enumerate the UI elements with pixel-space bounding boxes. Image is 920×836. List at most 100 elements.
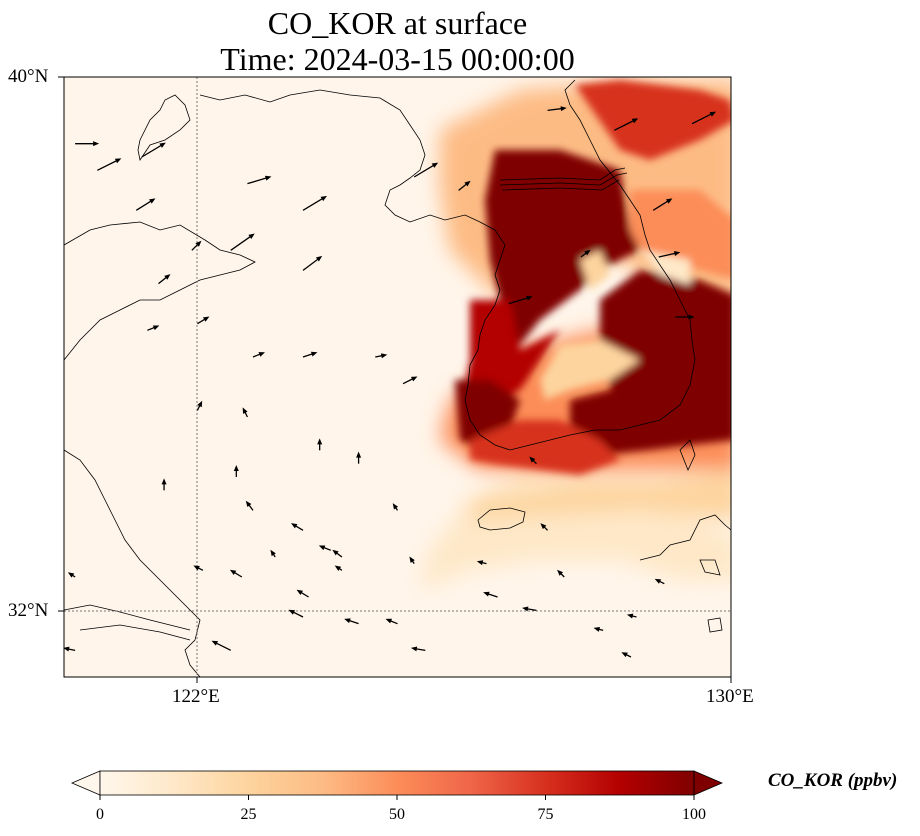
colorbar-body	[100, 771, 694, 795]
colorbar-label: CO_KOR (ppbv)	[768, 770, 898, 791]
wind-vector-head	[296, 589, 303, 596]
wind-vector-head	[270, 549, 276, 557]
colorbar-tick-25: 25	[240, 806, 257, 823]
wind-vector-head	[431, 162, 439, 168]
wind-vector-head	[654, 578, 662, 584]
wind-vector-head	[149, 198, 156, 204]
wind-vector-head	[245, 500, 252, 508]
wind-vector-shaft	[508, 296, 530, 305]
wind-vectors	[64, 106, 717, 658]
coastlines	[64, 79, 731, 677]
wind-vector-head	[584, 249, 591, 256]
map-subtitle: Time: 2024-03-15 00:00:00	[220, 41, 575, 77]
wind-vector-head	[242, 407, 248, 414]
y-tick-label-32n: 32°N	[8, 600, 49, 621]
wind-vector-head	[152, 325, 160, 331]
wind-vector-head	[709, 111, 717, 117]
wind-vector-head	[392, 503, 399, 510]
wind-vector-head	[410, 376, 418, 382]
wind-vector-shaft	[214, 641, 232, 651]
wind-vector-head	[688, 314, 695, 320]
wind-vector-shaft	[613, 119, 635, 131]
wind-vector-shaft	[302, 257, 320, 271]
wind-vector-head	[114, 158, 122, 164]
map-plot-area	[64, 77, 731, 677]
liaodong-coast	[137, 94, 191, 162]
colorbar-extend-low	[70, 770, 101, 796]
colorbar-tick-50: 50	[389, 806, 405, 823]
wind-vector-head	[385, 618, 392, 624]
wind-vector-head	[557, 569, 564, 576]
wind-vector-shaft	[97, 159, 119, 171]
map-frame	[63, 76, 732, 678]
wind-vector-head	[164, 274, 171, 280]
wind-vector-head	[344, 618, 351, 624]
wind-vector-shaft	[658, 252, 677, 258]
wind-vector-head	[264, 175, 272, 181]
wind-vector-head	[67, 572, 75, 578]
wind-vector-head	[197, 400, 203, 408]
x-tick-label-130e: 130°E	[706, 686, 754, 707]
wind-vector-head	[318, 545, 326, 551]
map-title: CO_KOR at surface	[267, 5, 528, 41]
dmz-line-3	[501, 179, 620, 191]
wind-vector-head	[409, 556, 415, 563]
wind-vector-head	[310, 351, 318, 357]
korea-bay-coast	[199, 89, 496, 231]
jeju-island-coast	[477, 507, 526, 531]
wind-vector-shaft	[230, 235, 252, 251]
wind-vector-head	[540, 523, 547, 530]
wind-vector-head	[526, 295, 533, 301]
wind-vector-head	[410, 646, 418, 652]
gridlines	[64, 77, 731, 677]
yangtze-island	[79, 624, 191, 641]
wind-vector-head	[288, 609, 296, 615]
wind-vector-head	[522, 606, 529, 612]
wind-vector-head	[483, 591, 490, 597]
wind-vector-head	[529, 456, 536, 463]
wind-vector-head	[193, 565, 200, 571]
co-concentration-field	[420, 80, 731, 590]
wind-vector-head	[673, 251, 681, 256]
jiangsu-coastline	[64, 449, 201, 677]
x-tick-label-122e: 122°E	[172, 686, 220, 707]
colorbar-tick-100: 100	[682, 806, 706, 823]
dmz-line-1	[499, 167, 626, 181]
y-tick-label-40n: 40°N	[8, 66, 49, 87]
wind-vector-head	[93, 141, 100, 147]
wind-vector-shaft	[402, 377, 415, 385]
wind-vector-shaft	[247, 176, 268, 185]
wind-vector-head	[258, 352, 265, 357]
colorbar-tick-0: 0	[96, 806, 104, 823]
wind-vector-head	[229, 569, 237, 576]
wind-vector-head	[161, 478, 167, 485]
wind-vector-head	[334, 565, 342, 571]
wind-vector-shaft	[691, 112, 713, 125]
wind-vector-head	[380, 353, 388, 359]
wind-vector-shaft	[141, 144, 163, 158]
wind-vector-head	[560, 106, 567, 112]
wind-vector-head	[665, 198, 673, 204]
wind-vector-head	[320, 195, 328, 202]
wind-vector-head	[356, 451, 362, 458]
axis-tick-marks	[58, 76, 732, 683]
wind-vector-head	[631, 118, 639, 124]
wind-vector-head	[593, 626, 600, 632]
wind-vector-head	[464, 180, 471, 187]
dmz-line-2	[499, 172, 628, 186]
kyushu-coast	[639, 514, 731, 561]
korea-peninsula-coast	[464, 79, 696, 451]
wind-vector-shaft	[652, 199, 670, 211]
shandong-coastline	[64, 221, 256, 361]
wind-vector-head	[291, 523, 298, 529]
wind-vector-head	[64, 646, 70, 652]
goto-island-coast	[699, 559, 721, 576]
wind-vector-head	[202, 316, 210, 322]
wind-vector-shaft	[302, 197, 324, 211]
wind-vector-shaft	[547, 107, 563, 111]
wind-vector-head	[332, 549, 339, 556]
colorbar-extend-high	[693, 770, 724, 796]
small-island-coast	[707, 617, 723, 633]
wind-vector-shaft	[135, 199, 153, 211]
